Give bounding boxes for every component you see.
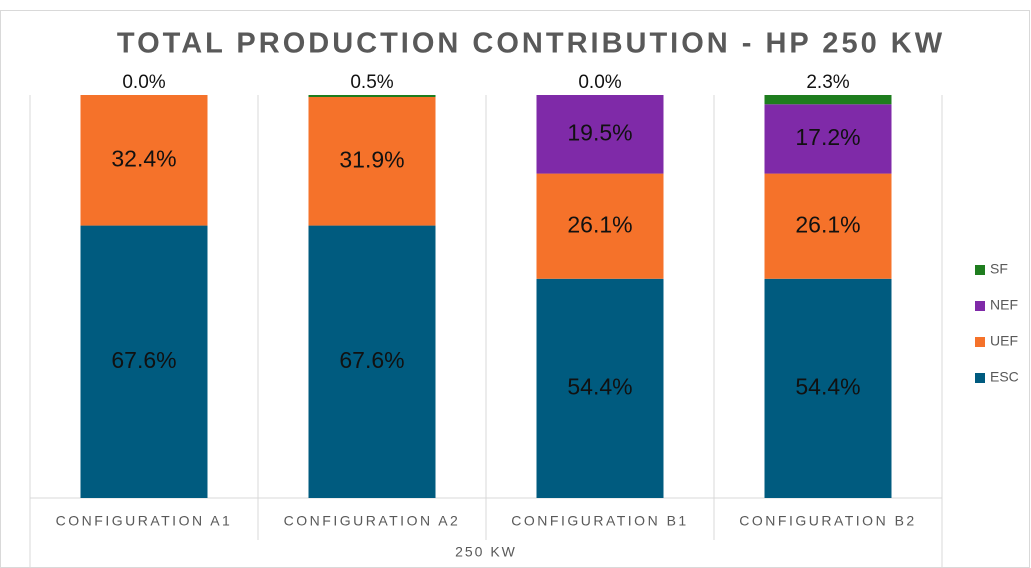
bar-segment xyxy=(764,173,892,279)
data-label: 26.1% xyxy=(567,211,632,237)
x-tick-label: CONFIGURATION B2 xyxy=(739,513,916,529)
bar-segment xyxy=(80,95,208,226)
bar-segment xyxy=(536,95,664,174)
bar-segment xyxy=(308,225,436,498)
x-tick-label: CONFIGURATION A1 xyxy=(56,513,233,529)
legend-swatch xyxy=(975,337,985,347)
legend-label: SF xyxy=(990,261,1008,277)
data-label: 17.2% xyxy=(795,124,860,150)
data-label: 0.0% xyxy=(578,72,621,93)
data-label: 54.4% xyxy=(567,373,632,399)
data-label: 67.6% xyxy=(339,347,404,373)
legend-label: ESC xyxy=(990,369,1019,385)
bar-segment xyxy=(308,95,436,98)
x-tick-label: CONFIGURATION A2 xyxy=(284,513,461,529)
bar-segment xyxy=(764,278,892,498)
data-label: 0.5% xyxy=(350,72,393,93)
legend-swatch xyxy=(975,301,985,311)
data-label: 31.9% xyxy=(339,146,404,172)
data-label: 54.4% xyxy=(795,373,860,399)
x-group-label: 250 KW xyxy=(455,544,517,560)
bar-segment xyxy=(536,173,664,279)
legend-swatch xyxy=(975,265,985,275)
legend-swatch xyxy=(975,373,985,383)
data-label: 2.3% xyxy=(806,72,849,93)
data-label: 26.1% xyxy=(795,211,860,237)
bar-segment xyxy=(80,225,208,498)
legend-label: UEF xyxy=(990,333,1018,349)
bar-segment xyxy=(764,104,892,174)
chart-title: TOTAL PRODUCTION CONTRIBUTION - HP 250 K… xyxy=(117,28,945,60)
bar-segment xyxy=(764,95,892,105)
x-tick-label: CONFIGURATION B1 xyxy=(511,513,688,529)
data-label: 0.0% xyxy=(122,72,165,93)
data-label: 67.6% xyxy=(111,347,176,373)
legend-label: NEF xyxy=(990,297,1018,313)
bar-segment xyxy=(536,278,664,498)
data-label: 32.4% xyxy=(111,145,176,171)
data-label: 19.5% xyxy=(567,119,632,145)
bar-segment xyxy=(308,97,436,226)
